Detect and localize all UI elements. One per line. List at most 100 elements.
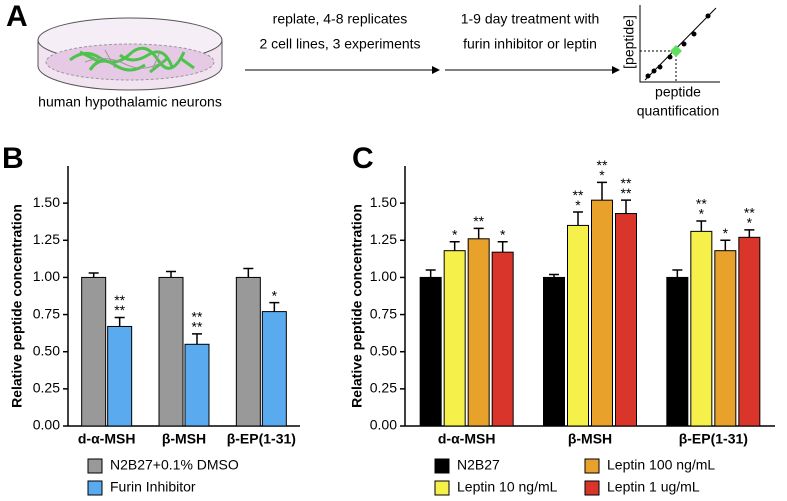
y-tick-label: 0.75 [370, 305, 397, 321]
bar [467, 238, 490, 427]
significance: ** [597, 157, 608, 173]
y-tick-label: 0.50 [33, 342, 60, 358]
significance: * [575, 197, 581, 213]
dish [37, 17, 223, 91]
legend-swatch [584, 480, 600, 496]
step-text: replate, 4-8 replicates [273, 11, 408, 27]
mini-plot [639, 5, 720, 83]
y-tick-label: 1.25 [33, 231, 60, 247]
bar [184, 343, 210, 427]
significance: * [699, 206, 705, 222]
bar [158, 276, 184, 427]
significance: * [272, 287, 278, 303]
legend-label: N2B27 [457, 457, 500, 473]
error-bar [573, 211, 583, 226]
legend-label: Furin Inhibitor [110, 479, 196, 495]
significance: ** [114, 292, 125, 308]
x-tick-label: β-EP(1-31) [227, 431, 296, 447]
error-bar [473, 227, 484, 239]
bar [666, 276, 689, 427]
bar [261, 311, 287, 427]
significance: ** [192, 319, 203, 335]
error-bar [88, 272, 99, 278]
arrow-head [612, 66, 620, 74]
significance: ** [696, 196, 707, 212]
bar [615, 213, 637, 427]
error-bar [449, 241, 460, 251]
error-bar [549, 273, 559, 278]
legend-label: Leptin 100 ng/mL [607, 457, 715, 473]
error-bar [166, 270, 176, 278]
x-tick-label: d-α-MSH [78, 431, 136, 447]
bar [419, 276, 442, 427]
error-bar [269, 301, 280, 312]
mini-xlabel: quantification [637, 103, 720, 119]
error-bar [114, 316, 125, 327]
legend-label: N2B27+0.1% DMSO [110, 457, 239, 473]
x-tick-label: d-α-MSH [438, 431, 496, 447]
significance: ** [473, 213, 484, 229]
y-tick-label: 0.00 [370, 417, 397, 433]
error-bar [696, 220, 707, 232]
significance: ** [573, 187, 584, 203]
y-tick-label: 0.50 [370, 342, 397, 358]
bar [81, 276, 107, 427]
bar [491, 251, 514, 427]
bar [591, 199, 613, 427]
legend-swatch [87, 458, 103, 474]
bar [690, 230, 713, 427]
x-tick-label: β-EP(1-31) [679, 431, 748, 447]
y-axis-label: Relative peptide concentration [349, 204, 365, 408]
error-bar [192, 333, 202, 345]
significance: ** [621, 185, 632, 201]
error-bar [621, 199, 631, 214]
error-bar [720, 239, 731, 251]
legend-swatch [87, 480, 103, 496]
significance: ** [114, 302, 125, 318]
panel-label: C [352, 142, 374, 175]
bar [714, 250, 737, 427]
y-tick-label: 0.25 [33, 380, 60, 396]
significance: ** [744, 205, 755, 221]
bar [738, 236, 761, 427]
legend-swatch [584, 458, 600, 474]
significance: * [500, 226, 506, 242]
y-tick-label: 1.25 [370, 231, 397, 247]
arrow-head [432, 66, 440, 74]
error-bar [672, 269, 683, 278]
error-bar [597, 181, 607, 201]
bar [443, 250, 466, 427]
step-text: 1-9 day treatment with [461, 11, 600, 27]
y-tick-label: 1.50 [370, 194, 397, 210]
y-tick-label: 0.75 [33, 305, 60, 321]
significance: * [452, 226, 458, 242]
significance: ** [192, 309, 203, 325]
error-bar [425, 269, 436, 278]
step-text: furin inhibitor or leptin [463, 36, 597, 52]
bar [567, 224, 589, 427]
panel-label: B [2, 142, 24, 175]
x-tick-label: β-MSH [568, 431, 612, 447]
significance: * [747, 215, 753, 231]
y-axis-label: Relative peptide concentration [9, 204, 25, 408]
y-tick-label: 1.00 [33, 268, 60, 284]
bar [235, 276, 261, 427]
y-tick-label: 1.50 [33, 194, 60, 210]
significance: ** [621, 175, 632, 191]
legend-label: Leptin 1 ug/mL [607, 479, 700, 495]
panel-label: A [6, 0, 28, 33]
mini-xlabel: peptide [655, 84, 701, 100]
bar [107, 325, 133, 427]
mini-ylabel: [peptide] [621, 15, 637, 69]
significance: * [723, 225, 729, 241]
bar [543, 276, 565, 427]
caption: human hypothalamic neurons [38, 94, 222, 110]
y-tick-label: 0.25 [370, 380, 397, 396]
significance: * [599, 167, 605, 183]
step-text: 2 cell lines, 3 experiments [259, 36, 420, 52]
legend-label: Leptin 10 ng/mL [457, 479, 558, 495]
error-bar [744, 229, 755, 238]
error-bar [497, 241, 508, 253]
y-tick-label: 1.00 [370, 268, 397, 284]
